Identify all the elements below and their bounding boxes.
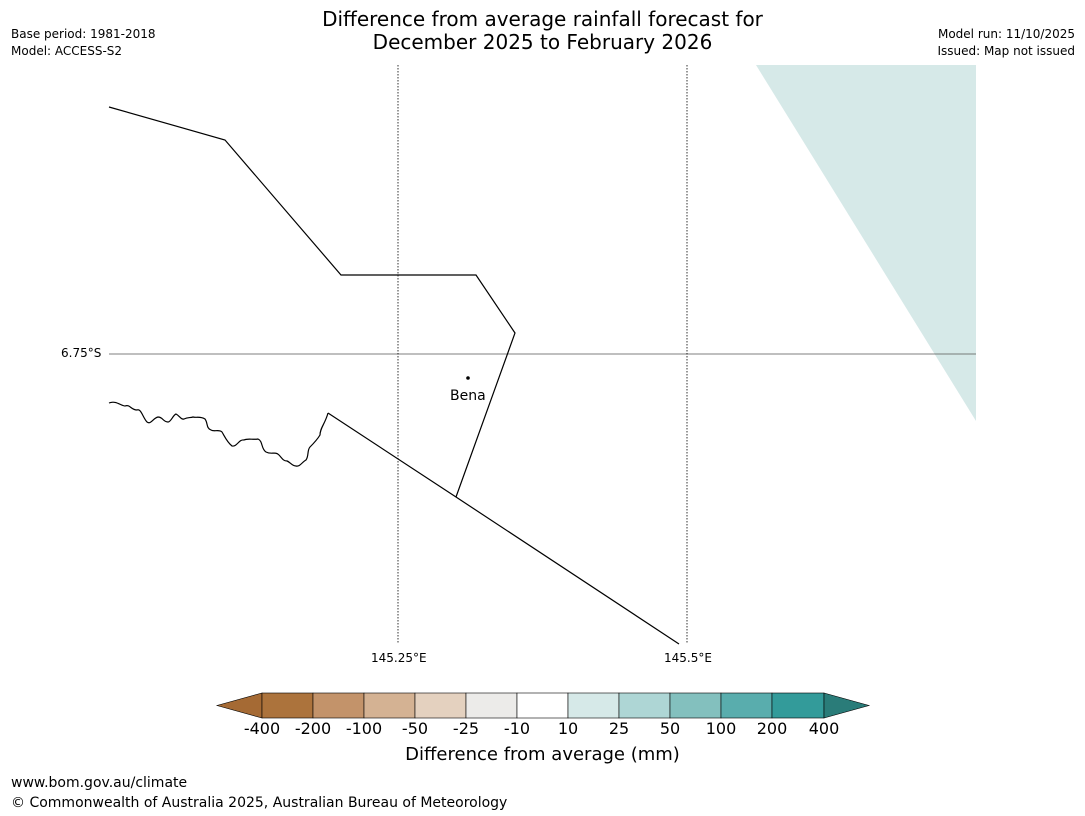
- shaded-rainfall-region: [756, 65, 976, 421]
- colorbar-segment: [669, 692, 722, 719]
- colorbar-tick-label: 25: [608, 719, 630, 738]
- latitude-label: 6.75°S: [61, 346, 102, 360]
- colorbar: [215, 692, 871, 719]
- colorbar-segment: [312, 692, 365, 719]
- colorbar-low-extension: [215, 692, 263, 719]
- place-marker-bena: [466, 376, 470, 380]
- model-text: Model: ACCESS-S2: [11, 44, 123, 58]
- colorbar-tick-label: -50: [401, 719, 429, 738]
- colorbar-segment: [465, 692, 518, 719]
- colorbar-segment: [516, 692, 569, 719]
- model-run-text: Model run: 11/10/2025: [937, 27, 1075, 41]
- colorbar-segment: [720, 692, 773, 719]
- colorbar-segment: [261, 692, 314, 719]
- region-boundary-upper: [108, 106, 516, 498]
- colorbar-tick-label: 10: [557, 719, 579, 738]
- issued-text: Issued: Map not issued: [937, 44, 1075, 58]
- place-label-bena: Bena: [450, 388, 486, 404]
- colorbar-tick-label: 50: [659, 719, 681, 738]
- metadata-left: Base period: 1981-2018 Model: ACCESS-S2: [11, 26, 156, 60]
- map-title-line2: December 2025 to February 2026: [372, 30, 713, 54]
- colorbar-segment: [618, 692, 671, 719]
- map-title-line1: Difference from average rainfall forecas…: [322, 7, 763, 31]
- footer-url: www.bom.gov.au/climate: [11, 775, 188, 791]
- colorbar-tick-labels: -400 -200 -100 -50 -25 -10 10 25 50 100 …: [0, 719, 1085, 739]
- colorbar-tick-label: -100: [345, 719, 383, 738]
- longitude-label-2: 145.5°E: [664, 651, 712, 665]
- colorbar-segment: [771, 692, 825, 719]
- colorbar-tick-label: -400: [243, 719, 281, 738]
- colorbar-tick-label: 400: [808, 719, 840, 738]
- base-period-text: Base period: 1981-2018: [11, 27, 156, 41]
- colorbar-high-extension: [823, 692, 871, 719]
- colorbar-segment: [414, 692, 467, 719]
- metadata-right: Model run: 11/10/2025 Issued: Map not is…: [937, 26, 1075, 60]
- colorbar-tick-label: -25: [452, 719, 480, 738]
- colorbar-tick-label: -200: [294, 719, 332, 738]
- longitude-label-1: 145.25°E: [371, 651, 427, 665]
- coastline-river: [108, 401, 329, 467]
- colorbar-segment: [363, 692, 416, 719]
- footer-copyright: © Commonwealth of Australia 2025, Austra…: [11, 795, 508, 811]
- colorbar-segment: [567, 692, 620, 719]
- region-boundary-lower: [327, 412, 680, 645]
- colorbar-title: Difference from average (mm): [405, 744, 680, 765]
- colorbar-tick-label: 100: [705, 719, 737, 738]
- colorbar-tick-label: -10: [503, 719, 531, 738]
- map-title: Difference from average rainfall forecas…: [0, 8, 1085, 54]
- colorbar-tick-label: 200: [756, 719, 788, 738]
